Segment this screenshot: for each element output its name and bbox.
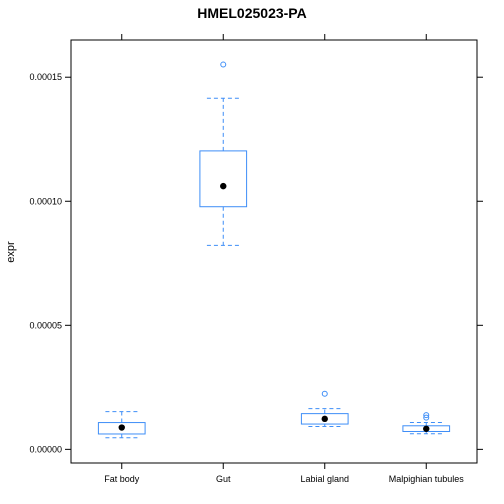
y-tick-label: 0.00015 (29, 72, 62, 82)
chart-title: HMEL025023-PA (197, 5, 306, 21)
iqr-box (300, 413, 349, 425)
plot-layer: 0.00000 0.00005 0.00010 0.00015 Fat body Gut L… (29, 34, 483, 484)
iqr-box (199, 150, 248, 208)
outlier-point (423, 414, 430, 421)
box-gut (199, 61, 248, 246)
box-malpighian-tubules (402, 412, 451, 435)
median-dot (220, 182, 227, 190)
iqr-box (97, 422, 146, 435)
y-axis-label: expr (5, 241, 17, 263)
box-labial-gland (300, 390, 349, 428)
median-dot (423, 425, 430, 432)
plot-frame (70, 39, 478, 464)
median-dot (321, 415, 328, 423)
x-tick-label: Gut (216, 474, 231, 484)
x-tick-label: Labial gland (300, 474, 349, 484)
outlier-point (321, 390, 328, 397)
median-dot (118, 424, 125, 431)
x-tick-label: Fat body (104, 474, 140, 484)
x-tick-label: Malpighian tubules (389, 474, 465, 484)
y-tick-label: 0.00005 (29, 320, 62, 330)
outlier-point (423, 412, 430, 419)
box-fat-body (97, 411, 146, 439)
outlier-point (220, 61, 227, 68)
y-tick-label: 0.00000 (29, 444, 62, 454)
y-tick-label: 0.00010 (29, 196, 62, 206)
